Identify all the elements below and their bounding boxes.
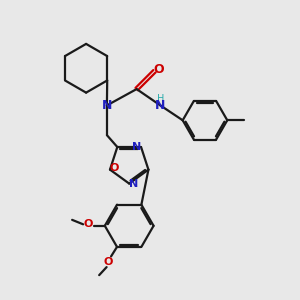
Text: O: O: [103, 257, 113, 267]
Text: N: N: [102, 99, 112, 112]
Text: N: N: [132, 142, 141, 152]
Text: O: O: [153, 63, 164, 76]
Text: O: O: [109, 163, 119, 173]
Text: N: N: [155, 99, 166, 112]
Text: N: N: [129, 178, 138, 189]
Text: O: O: [84, 219, 93, 229]
Text: H: H: [157, 94, 164, 104]
